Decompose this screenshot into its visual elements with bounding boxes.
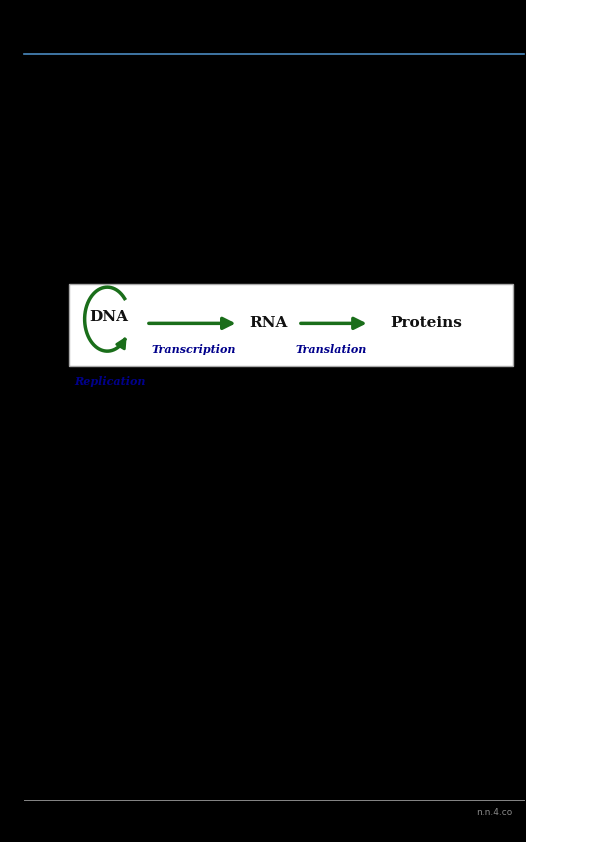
Text: RNA: RNA xyxy=(249,317,287,330)
Text: Proteins: Proteins xyxy=(390,317,462,330)
Text: Transcription: Transcription xyxy=(151,344,236,355)
Bar xyxy=(526,0,596,842)
Text: Replication: Replication xyxy=(74,376,146,387)
Text: Translation: Translation xyxy=(295,344,367,355)
Text: n.n.4.co: n.n.4.co xyxy=(476,808,513,817)
Text: DNA: DNA xyxy=(89,311,128,324)
Bar xyxy=(69,284,513,366)
